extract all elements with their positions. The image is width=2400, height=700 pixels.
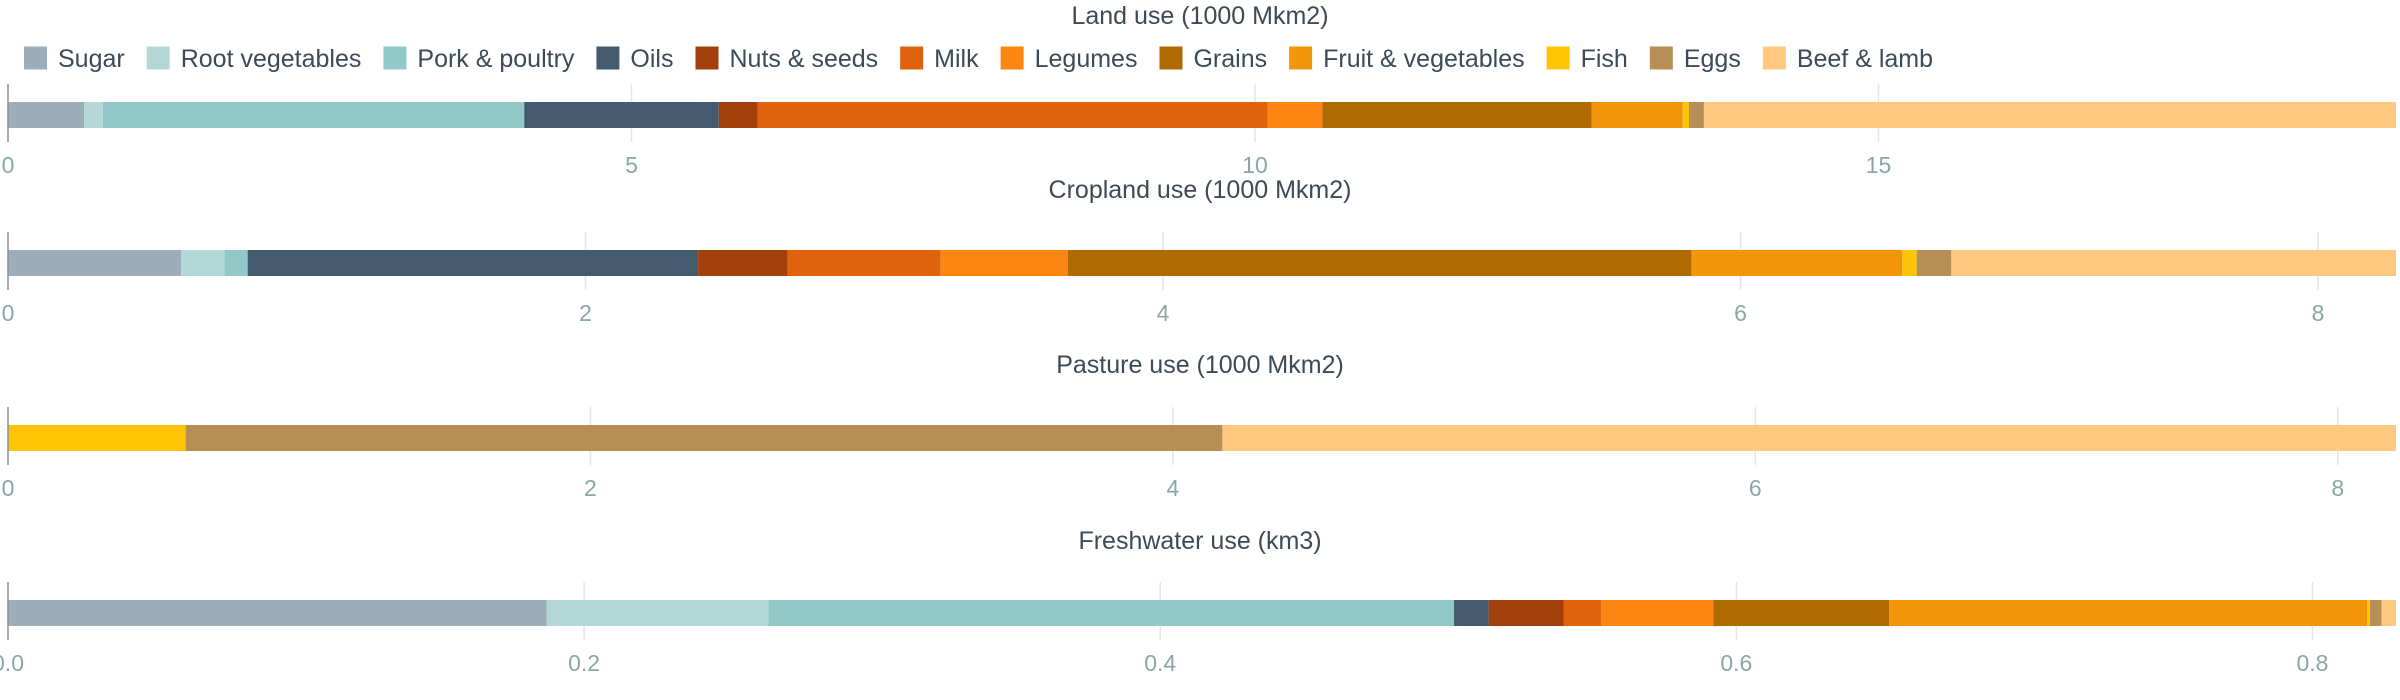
bar-segment-fish-3[interactable] (2367, 600, 2371, 626)
bar-segment-legumes-3[interactable] (1600, 600, 1714, 626)
panel-title-land-use-1000-mkm2: Land use (1000 Mkm2) (1071, 2, 1328, 30)
legend-swatch-oils (596, 46, 620, 70)
bar-segment-fish-0[interactable] (1682, 102, 1689, 128)
tick-label-3-3: 0.6 (1720, 650, 1752, 676)
bar-segment-eggs-2[interactable] (185, 425, 1223, 451)
bar-segment-nuts-and-seeds-1[interactable] (698, 250, 788, 276)
tick-label-0-2: 10 (1242, 152, 1268, 178)
bar-segment-milk-3[interactable] (1563, 600, 1601, 626)
legend-swatch-root-vegetables (146, 46, 170, 70)
tick-label-2-1: 2 (584, 475, 597, 501)
tick-label-0-0: 0 (2, 152, 15, 178)
legend-swatch-milk (900, 46, 924, 70)
bar-segment-pork-and-poultry-3[interactable] (768, 600, 1455, 626)
bar-segment-nuts-and-seeds-3[interactable] (1488, 600, 1564, 626)
panel-title-cropland-use-1000-mkm2: Cropland use (1000 Mkm2) (1049, 176, 1352, 204)
legend-label-fruit-and-vegetables[interactable]: Fruit & vegetables (1323, 45, 1525, 73)
bar-segment-legumes-1[interactable] (940, 250, 1068, 276)
bar-segment-oils-3[interactable] (1454, 600, 1489, 626)
bar-segment-eggs-0[interactable] (1688, 102, 1704, 128)
tick-label-3-1: 0.2 (568, 650, 600, 676)
bar-segment-sugar-0[interactable] (8, 102, 85, 128)
bar-segment-nuts-and-seeds-0[interactable] (718, 102, 758, 128)
legend-swatch-nuts-and-seeds (695, 46, 719, 70)
legend-label-legumes[interactable]: Legumes (1035, 45, 1138, 73)
tick-label-1-2: 4 (1157, 300, 1170, 326)
legend-label-fish[interactable]: Fish (1581, 45, 1628, 73)
bar-segment-beef-and-lamb-1[interactable] (1951, 250, 2396, 276)
bar-segment-sugar-1[interactable] (8, 250, 182, 276)
tick-label-1-3: 6 (1734, 300, 1747, 326)
bar-segment-oils-1[interactable] (247, 250, 699, 276)
legend-label-root-vegetables[interactable]: Root vegetables (181, 45, 362, 73)
bar-segment-milk-0[interactable] (757, 102, 1268, 128)
tick-label-0-1: 5 (625, 152, 638, 178)
tick-label-1-4: 8 (2312, 300, 2325, 326)
tick-label-2-3: 6 (1749, 475, 1762, 501)
legend-swatch-eggs (1649, 46, 1673, 70)
tick-label-1-0: 0 (2, 300, 15, 326)
bar-segment-grains-3[interactable] (1713, 600, 1890, 626)
bar-segment-fish-1[interactable] (1902, 250, 1917, 276)
legend-swatch-fish (1546, 46, 1570, 70)
tick-label-2-2: 4 (1166, 475, 1179, 501)
tick-label-2-0: 0 (2, 475, 15, 501)
bar-segment-sugar-3[interactable] (8, 600, 547, 626)
bar-segment-fish-2[interactable] (8, 425, 186, 451)
tick-label-3-2: 0.4 (1144, 650, 1176, 676)
bar-segment-fruit-and-vegetables-0[interactable] (1591, 102, 1683, 128)
legend-swatch-fruit-and-vegetables (1289, 46, 1313, 70)
tick-label-0-3: 15 (1866, 152, 1892, 178)
bar-segment-root-vegetables-1[interactable] (181, 250, 225, 276)
legend-swatch-pork-and-poultry (383, 46, 407, 70)
legend-label-eggs[interactable]: Eggs (1684, 45, 1741, 73)
bar-segment-fruit-and-vegetables-1[interactable] (1691, 250, 1903, 276)
bar-segment-beef-and-lamb-2[interactable] (1222, 425, 2396, 451)
bar-segment-pork-and-poultry-1[interactable] (224, 250, 248, 276)
legend-label-sugar[interactable]: Sugar (58, 45, 125, 73)
legend-label-beef-and-lamb[interactable]: Beef & lamb (1797, 45, 1933, 73)
bar-segment-legumes-0[interactable] (1267, 102, 1323, 128)
bar-segment-root-vegetables-3[interactable] (546, 600, 769, 626)
bar-segment-grains-1[interactable] (1067, 250, 1692, 276)
legend-swatch-legumes (1000, 46, 1024, 70)
tick-label-3-4: 0.8 (2296, 650, 2328, 676)
legend-swatch-grains (1159, 46, 1183, 70)
tick-label-1-1: 2 (579, 300, 592, 326)
legend-label-pork-and-poultry[interactable]: Pork & poultry (417, 45, 575, 73)
bar-segment-milk-1[interactable] (787, 250, 941, 276)
legend-label-oils[interactable]: Oils (630, 45, 673, 73)
bar-segment-fruit-and-vegetables-3[interactable] (1889, 600, 2368, 626)
bar-segment-root-vegetables-0[interactable] (84, 102, 103, 128)
legend-swatch-sugar (24, 46, 47, 70)
bar-segment-pork-and-poultry-0[interactable] (102, 102, 525, 128)
tick-label-3-0: 0.0 (0, 650, 24, 676)
legend-swatch-beef-and-lamb (1762, 46, 1786, 70)
panel-title-pasture-use-1000-mkm2: Pasture use (1000 Mkm2) (1056, 351, 1344, 379)
bar-segment-beef-and-lamb-3[interactable] (2381, 600, 2396, 626)
bar-segment-oils-0[interactable] (524, 102, 719, 128)
panel-title-freshwater-use-km3: Freshwater use (km3) (1078, 527, 1321, 555)
tick-label-2-4: 8 (2331, 475, 2344, 501)
bar-segment-eggs-3[interactable] (2370, 600, 2382, 626)
bar-segment-grains-0[interactable] (1322, 102, 1592, 128)
legend-label-nuts-and-seeds[interactable]: Nuts & seeds (729, 45, 878, 73)
bar-segment-eggs-1[interactable] (1916, 250, 1952, 276)
legend-label-grains[interactable]: Grains (1193, 45, 1267, 73)
legend-label-milk[interactable]: Milk (934, 45, 979, 73)
bar-segment-beef-and-lamb-0[interactable] (1703, 102, 2396, 128)
